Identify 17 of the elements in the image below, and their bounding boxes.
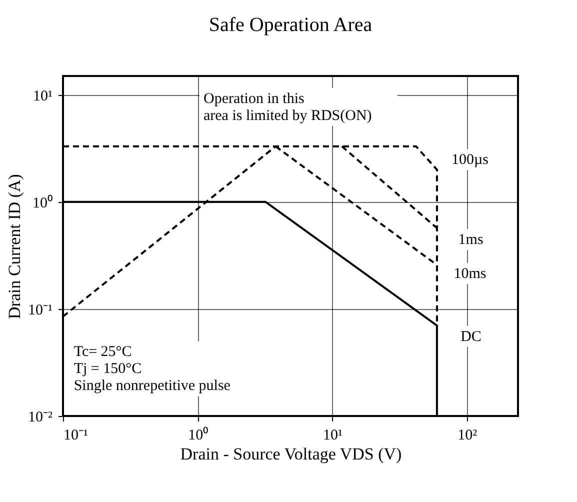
annotation: DC — [460, 328, 482, 345]
annotation: 10ms — [454, 266, 486, 282]
y-tick-label: 10⁰ — [32, 194, 52, 212]
x-axis-title: Drain - Source Voltage VDS (V) — [180, 444, 402, 464]
y-tick-label: 10¹ — [33, 88, 52, 104]
x-tick-label: 10⁰ — [188, 426, 208, 444]
y-tick-label: 10⁻¹ — [28, 302, 52, 318]
annotation: 1ms — [458, 232, 484, 248]
x-tick-label: 10⁻¹ — [64, 428, 88, 444]
annotation: Tc= 25°C Tj = 150°C Single nonrepetitive pulse — [74, 344, 231, 394]
annotation: Operation in this area is limited by RDS(ON) — [204, 90, 372, 124]
y-tick-label: 10⁻² — [28, 410, 53, 426]
annotation: 100µs — [451, 152, 489, 168]
y-axis-title: Drain Current ID (A) — [5, 174, 24, 319]
x-tick-label: 10¹ — [322, 428, 342, 444]
x-tick-label: 10² — [458, 428, 478, 444]
chart-title: Safe Operation Area — [208, 14, 372, 36]
